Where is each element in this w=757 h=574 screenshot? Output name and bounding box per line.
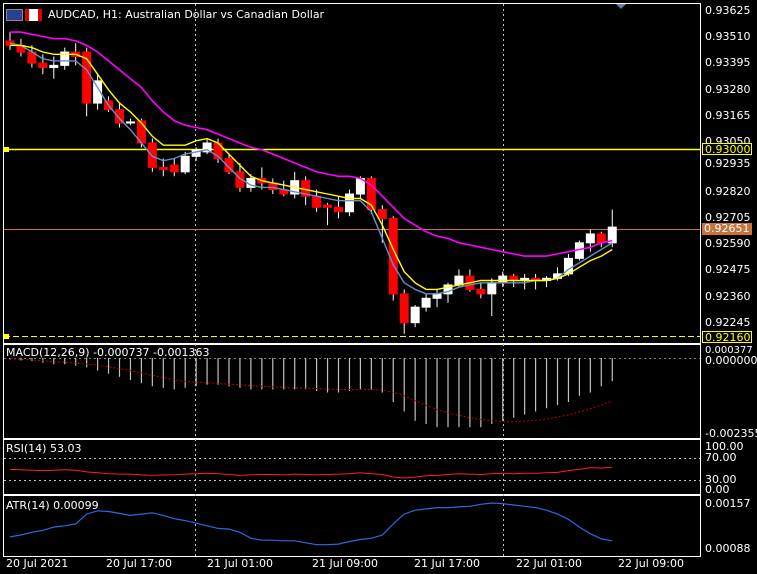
level-low-handle[interactable]	[4, 334, 9, 339]
atr-label: ATR(14) 0.00099	[6, 499, 99, 512]
time-label: 21 Jul 09:00	[312, 557, 378, 570]
candle-body	[487, 282, 497, 295]
macd-axis-max: 0.000377	[705, 345, 753, 356]
time-label: 20 Jul 2021	[6, 557, 69, 570]
rsi-line	[9, 466, 613, 479]
macd-axis-min: -0.002355	[705, 427, 757, 440]
price-axis-label: 0.92475	[705, 263, 751, 276]
time-label: 22 Jul 09:00	[618, 557, 684, 570]
rsi-axis-100: 100.00	[705, 440, 744, 453]
rsi-label: RSI(14) 53.03	[6, 442, 82, 455]
candle-body	[410, 306, 420, 324]
macd-signal-line	[9, 358, 613, 423]
candle-body	[421, 297, 431, 308]
candle-body	[399, 293, 409, 324]
price-axis-label: 0.93280	[705, 83, 751, 96]
candle-body	[125, 121, 135, 124]
level-high-handle[interactable]	[4, 147, 9, 152]
time-label: 21 Jul 17:00	[414, 557, 480, 570]
price-axis-label: 0.92360	[705, 290, 751, 303]
candle-body	[344, 193, 354, 213]
price-axis-label: 0.93165	[705, 109, 751, 122]
candle-body	[180, 155, 190, 173]
candle-body	[224, 158, 234, 173]
candle-body	[169, 164, 179, 173]
rsi-group	[9, 466, 613, 479]
ma-mid-line	[9, 42, 613, 295]
price-axis-label: 0.92935	[705, 157, 751, 170]
candle-body	[115, 109, 124, 124]
macd-label: MACD(12,26,9) -0.000737 -0.001363	[6, 346, 210, 359]
price-axis-label: 0.93510	[705, 30, 751, 43]
rsi-axis-30: 30.00	[705, 473, 737, 486]
macd-group	[9, 358, 613, 428]
candle-body	[202, 142, 212, 153]
candle-body	[585, 233, 595, 244]
candle-body	[334, 206, 343, 213]
candle-body	[158, 166, 168, 171]
price-axis-label: 0.92245	[705, 316, 751, 329]
price-axis-label: 0.93625	[705, 4, 751, 17]
rsi-axis-0: 0.00	[705, 483, 730, 496]
atr-pane-frame	[3, 495, 701, 557]
australia-flag-icon	[6, 9, 23, 21]
candle-body	[366, 177, 376, 211]
atr-axis-min: 0.00088	[705, 542, 751, 555]
chart-title: AUDCAD, H1: Australian Dollar vs Canadia…	[48, 8, 325, 21]
current-bid-tag: 0.92651	[702, 223, 752, 235]
level-high-tag: 0.93000	[702, 143, 752, 156]
ma-fast-line	[10, 44, 613, 291]
candle-body	[454, 275, 464, 286]
candle-body	[38, 62, 48, 69]
rsi-axis-70: 70.00	[705, 451, 737, 464]
canada-flag-icon	[25, 9, 42, 21]
price-axis-label: 0.92590	[705, 237, 751, 250]
atr-axis-max: 0.00157	[705, 497, 751, 510]
main-pane-frame	[3, 3, 701, 344]
price-axis-label: 0.92820	[705, 185, 751, 198]
candle-body	[312, 195, 322, 208]
price-axis-label: 0.92705	[705, 211, 751, 224]
candle-body	[49, 64, 59, 69]
candle-body	[432, 293, 442, 299]
chart-shift-marker-icon[interactable]	[616, 4, 626, 9]
ma-slow-line	[10, 31, 613, 257]
moving-averages-group	[9, 31, 613, 295]
candle-body	[147, 142, 157, 168]
macd-pane-frame	[3, 344, 701, 439]
candle-body	[377, 209, 387, 219]
atr-line	[9, 502, 613, 546]
price-axis-label: 0.93395	[705, 56, 751, 69]
candle-body	[476, 288, 486, 295]
level-low-tag: 0.92160	[702, 331, 752, 344]
time-label: 21 Jul 01:00	[207, 557, 273, 570]
macd-axis-zero: 0.000000	[705, 354, 757, 367]
candle-body	[60, 51, 70, 66]
candle-body	[498, 275, 508, 284]
time-label: 22 Jul 01:00	[516, 557, 582, 570]
candle-body	[235, 171, 245, 188]
candle-body	[323, 204, 333, 208]
symbol-flags-icon	[6, 9, 44, 21]
time-label: 20 Jul 17:00	[106, 557, 172, 570]
candle-body	[93, 80, 103, 104]
rsi-pane-frame	[3, 439, 701, 495]
atr-group	[9, 502, 613, 546]
